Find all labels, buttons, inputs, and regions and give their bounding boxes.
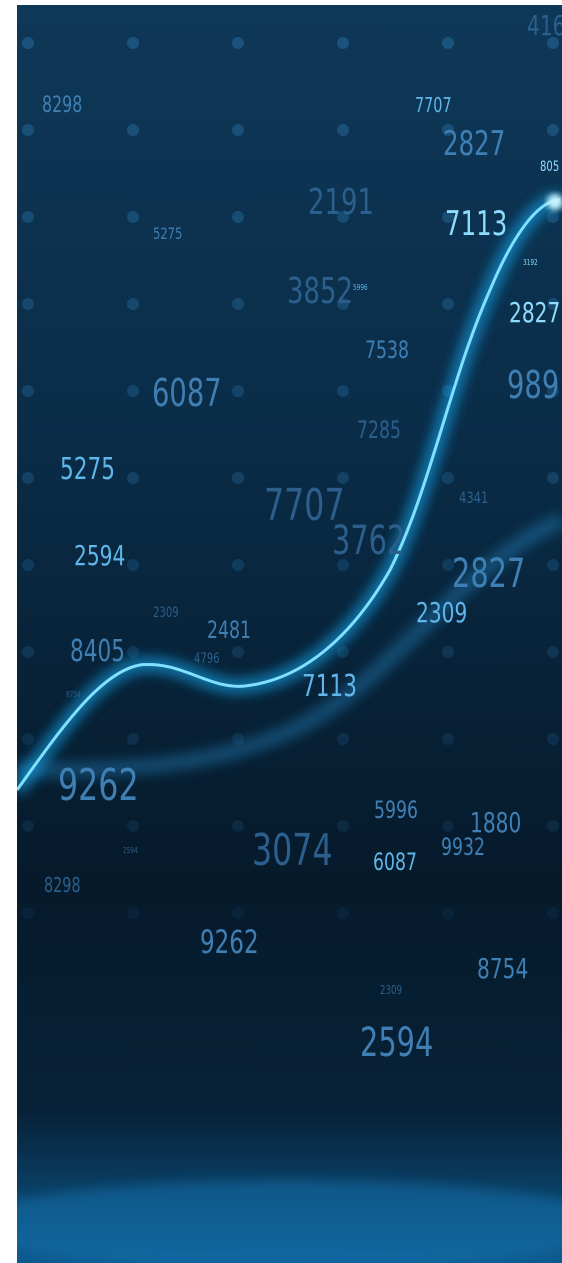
dot: [22, 733, 34, 745]
number: 2191: [308, 182, 374, 223]
dot: [442, 907, 454, 919]
dot: [127, 124, 139, 136]
dot: [232, 559, 244, 571]
dot: [22, 298, 34, 310]
dot: [442, 820, 454, 832]
dot: [22, 907, 34, 919]
dot: [232, 298, 244, 310]
dot: [127, 298, 139, 310]
number: 2827: [443, 124, 505, 163]
number: 2827: [509, 296, 560, 329]
dot: [547, 211, 559, 223]
dot: [127, 820, 139, 832]
number: 5996: [374, 796, 418, 824]
number: 9932: [441, 833, 485, 861]
number: 2481: [207, 616, 251, 644]
dot: [337, 385, 349, 397]
dot: [232, 472, 244, 484]
dot: [127, 37, 139, 49]
dot: [337, 37, 349, 49]
dot: [232, 907, 244, 919]
dot: [22, 820, 34, 832]
number: 7538: [365, 336, 409, 364]
dot: [22, 646, 34, 658]
number: 2309: [380, 984, 402, 998]
number: 2594: [74, 539, 125, 572]
number: 3192: [523, 258, 538, 267]
dot: [127, 907, 139, 919]
dot: [127, 472, 139, 484]
dot: [232, 37, 244, 49]
number: 9262: [58, 760, 139, 812]
dot: [127, 559, 139, 571]
number: 8298: [42, 91, 82, 117]
dot: [547, 733, 559, 745]
number: 5996: [353, 283, 368, 292]
number: 7113: [302, 670, 357, 704]
number: 5275: [60, 453, 115, 487]
number: 3852: [287, 271, 353, 312]
number: 2594: [360, 1020, 433, 1066]
dot: [22, 385, 34, 397]
number: 8298: [44, 875, 81, 898]
dot: [22, 37, 34, 49]
number: 4796: [194, 650, 220, 666]
dot: [337, 820, 349, 832]
dot: [22, 124, 34, 136]
number: 8754: [477, 952, 528, 985]
dot: [442, 37, 454, 49]
dot: [127, 646, 139, 658]
dot: [232, 211, 244, 223]
page: {"numbers": ["416", "8298", "7707", "282…: [0, 0, 562, 1263]
dot: [337, 124, 349, 136]
number: 8754: [66, 690, 81, 699]
dot: [22, 559, 34, 571]
dot: [442, 472, 454, 484]
number: 6087: [373, 848, 417, 876]
dot: [127, 733, 139, 745]
number: 989: [507, 362, 559, 407]
dot: [127, 211, 139, 223]
number: 416: [527, 9, 562, 42]
number: 9262: [200, 923, 259, 961]
dot: [547, 472, 559, 484]
dot: [442, 646, 454, 658]
dot: [127, 385, 139, 397]
number: 7285: [357, 416, 401, 444]
dot: [337, 733, 349, 745]
dot: [547, 559, 559, 571]
dot: [232, 385, 244, 397]
dot: [547, 124, 559, 136]
dot: [232, 646, 244, 658]
number: 805: [540, 158, 559, 174]
number: 8405: [70, 635, 125, 669]
bottom-glow: [0, 1180, 562, 1263]
number: 2309: [153, 604, 179, 620]
dot: [547, 907, 559, 919]
background-image: 416 8298 7707 2827 805 2191 7113 5275 38…: [0, 0, 562, 1263]
number: 3074: [252, 825, 333, 877]
dot: [442, 298, 454, 310]
number: 7707: [415, 95, 452, 118]
dot: [232, 820, 244, 832]
dot: [337, 907, 349, 919]
number: 5275: [153, 225, 182, 243]
number: 3762: [332, 518, 405, 564]
number: 6087: [152, 370, 222, 415]
number: 2594: [123, 846, 138, 855]
dot: [22, 472, 34, 484]
number: 2827: [452, 551, 525, 597]
dot: [547, 646, 559, 658]
dot: [547, 820, 559, 832]
dot: [22, 211, 34, 223]
number: 4341: [459, 489, 488, 507]
number: 2309: [416, 596, 467, 629]
number: 7113: [445, 204, 507, 243]
dot: [232, 124, 244, 136]
dot: [442, 733, 454, 745]
